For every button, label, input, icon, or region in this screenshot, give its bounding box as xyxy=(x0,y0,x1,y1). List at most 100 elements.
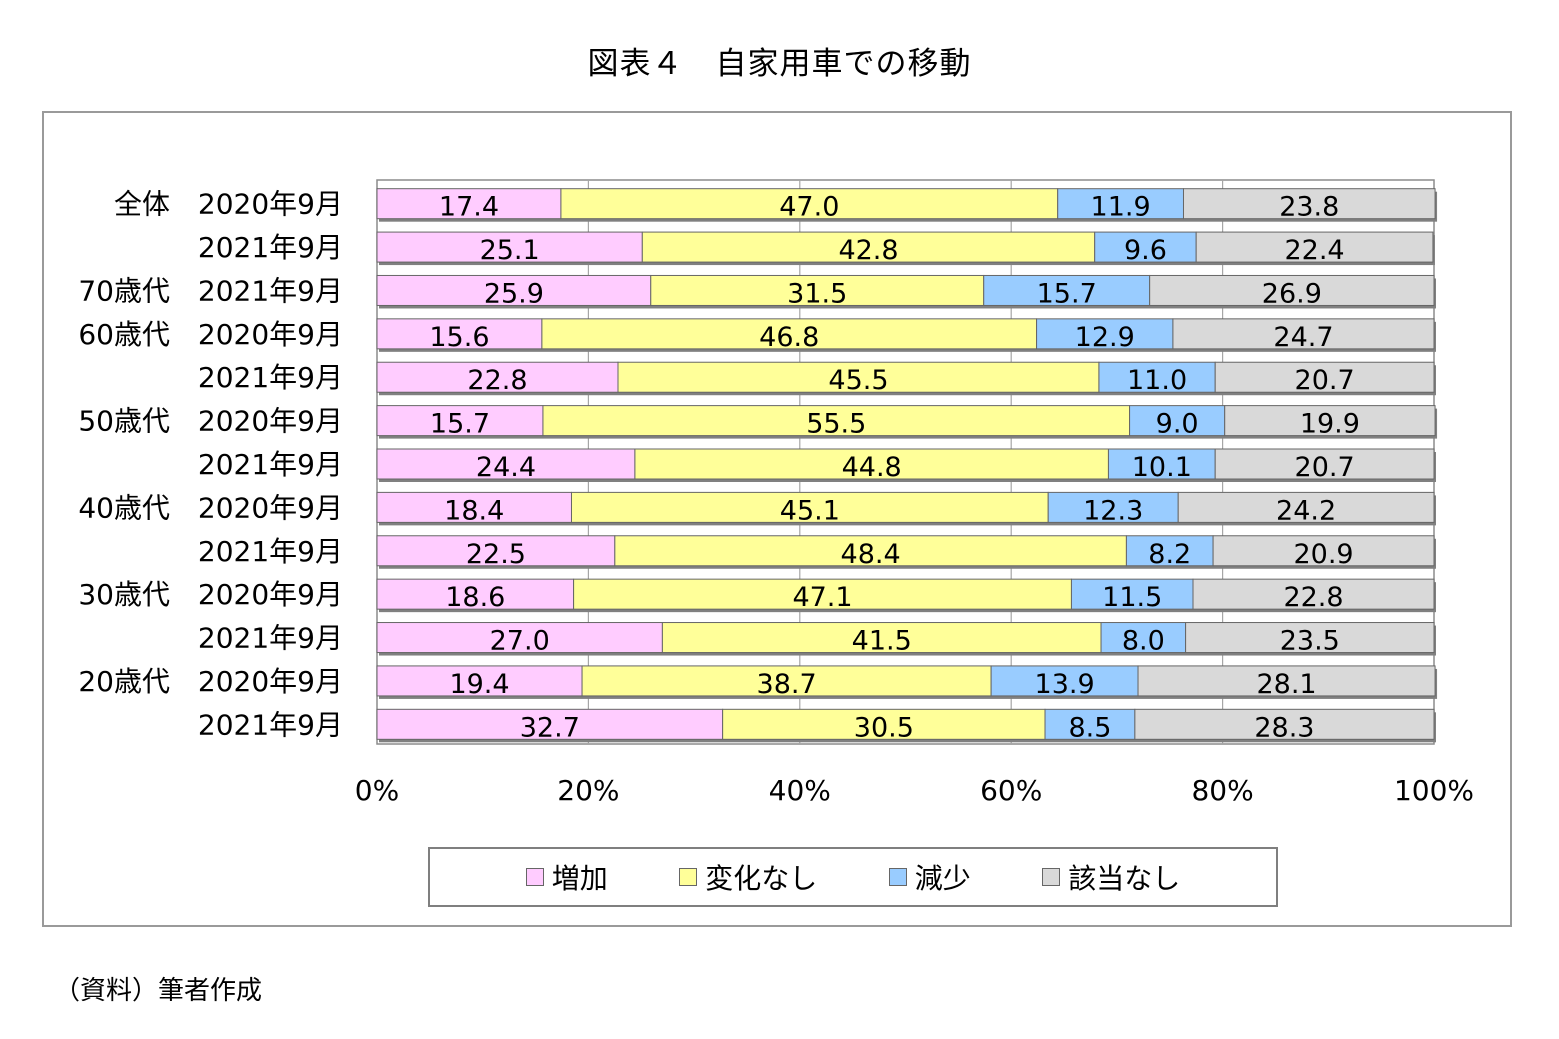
source-note: （資料）筆者作成 xyxy=(54,976,263,1006)
data-label: 38.7 xyxy=(757,669,817,700)
legend-label: 減少 xyxy=(914,862,971,895)
bar-segment xyxy=(1094,231,1197,263)
data-label: 11.9 xyxy=(1091,192,1151,223)
bar-segment xyxy=(1214,448,1435,480)
bar-segment xyxy=(376,535,616,567)
data-label: 22.4 xyxy=(1284,235,1344,266)
data-label: 19.9 xyxy=(1300,409,1360,440)
group-label: 40歳代 xyxy=(78,491,170,524)
data-label: 30.5 xyxy=(854,712,914,743)
data-label: 15.7 xyxy=(430,409,490,440)
bar-segment xyxy=(1070,578,1194,610)
data-label: 24.7 xyxy=(1273,322,1333,353)
bar-segment xyxy=(1212,535,1435,567)
bar-segment xyxy=(1044,708,1136,740)
bar-segment xyxy=(1149,274,1435,306)
bar-segment xyxy=(1125,535,1214,567)
bar-segment xyxy=(990,665,1139,697)
data-label: 44.8 xyxy=(842,452,902,483)
data-label: 28.1 xyxy=(1256,669,1316,700)
data-label: 24.2 xyxy=(1276,495,1336,526)
legend-item: 増加 xyxy=(525,857,608,897)
data-label: 13.9 xyxy=(1035,669,1095,700)
data-label: 32.7 xyxy=(520,712,580,743)
bar-segment xyxy=(1185,622,1435,654)
x-tick-label: 60% xyxy=(980,774,1042,807)
bar-segment xyxy=(376,361,619,393)
x-tick-label: 0% xyxy=(355,774,399,807)
bar-segment xyxy=(376,622,663,654)
bar-segment xyxy=(581,665,992,697)
data-label: 8.2 xyxy=(1148,539,1191,570)
bar-segment xyxy=(617,361,1100,393)
bar-segment xyxy=(1100,622,1187,654)
bar-segment xyxy=(1098,361,1216,393)
data-label: 31.5 xyxy=(787,278,847,309)
bar-segment xyxy=(376,448,636,480)
data-label: 55.5 xyxy=(806,409,866,440)
data-label: 10.1 xyxy=(1132,452,1192,483)
data-label: 9.0 xyxy=(1156,409,1199,440)
bar-segment xyxy=(560,188,1059,220)
bar-segment xyxy=(1192,578,1435,610)
data-label: 17.4 xyxy=(439,192,499,223)
bar-segment xyxy=(1172,318,1435,350)
x-tick-label: 80% xyxy=(1191,774,1253,807)
legend-item: 減少 xyxy=(888,857,971,897)
bar-segment xyxy=(1177,491,1435,523)
category-label: 2020年9月 xyxy=(198,578,343,611)
bar-segment xyxy=(1214,361,1435,393)
bar-segment xyxy=(641,231,1096,263)
data-label: 41.5 xyxy=(852,626,912,657)
data-label: 23.8 xyxy=(1279,192,1339,223)
data-label: 20.7 xyxy=(1295,365,1355,396)
x-tick-label: 100% xyxy=(1394,774,1474,807)
bar-segment xyxy=(376,231,643,263)
data-label: 22.8 xyxy=(1283,582,1343,613)
data-label: 46.8 xyxy=(759,322,819,353)
category-label: 2021年9月 xyxy=(198,448,343,481)
category-label: 2020年9月 xyxy=(198,405,343,438)
data-label: 15.7 xyxy=(1037,278,1097,309)
category-label: 2021年9月 xyxy=(198,535,343,568)
bar-segment xyxy=(573,578,1072,610)
data-label: 45.1 xyxy=(780,495,840,526)
data-label: 9.6 xyxy=(1124,235,1167,266)
category-label: 2021年9月 xyxy=(198,622,343,655)
legend-label: 該当なし xyxy=(1068,862,1181,895)
legend-swatch xyxy=(525,868,544,886)
chart-title: 図表４ 自家用車での移動 xyxy=(587,46,972,82)
data-label: 23.5 xyxy=(1280,626,1340,657)
category-label: 2020年9月 xyxy=(198,318,343,351)
group-label: 50歳代 xyxy=(78,405,170,438)
data-label: 26.9 xyxy=(1262,278,1322,309)
legend-label: 増加 xyxy=(551,862,608,895)
data-label: 12.3 xyxy=(1083,495,1143,526)
category-label: 2021年9月 xyxy=(198,274,343,307)
category-label: 2021年9月 xyxy=(198,231,343,264)
data-label: 47.0 xyxy=(779,192,839,223)
bar-segment xyxy=(661,622,1102,654)
legend-swatch xyxy=(679,868,698,886)
bar-segment xyxy=(376,274,652,306)
data-label: 8.5 xyxy=(1068,712,1111,743)
data-label: 48.4 xyxy=(841,539,901,570)
legend-swatch xyxy=(1042,868,1061,886)
data-label: 42.8 xyxy=(838,235,898,266)
bar-segment xyxy=(376,665,583,697)
bar-segment xyxy=(1137,665,1436,697)
bar-segment xyxy=(376,578,575,610)
category-label: 2020年9月 xyxy=(198,665,343,698)
category-label: 2021年9月 xyxy=(198,708,343,741)
legend-item: 該当なし xyxy=(1042,857,1180,897)
bar-segment xyxy=(376,318,543,350)
bar-segment xyxy=(1195,231,1434,263)
x-tick-label: 20% xyxy=(557,774,619,807)
legend: 増加 変化なし 減少 該当なし xyxy=(428,847,1278,907)
data-label: 11.5 xyxy=(1102,582,1162,613)
category-label: 2020年9月 xyxy=(198,188,343,221)
data-label: 24.4 xyxy=(476,452,536,483)
data-label: 22.8 xyxy=(467,365,527,396)
legend-swatch xyxy=(888,868,907,886)
